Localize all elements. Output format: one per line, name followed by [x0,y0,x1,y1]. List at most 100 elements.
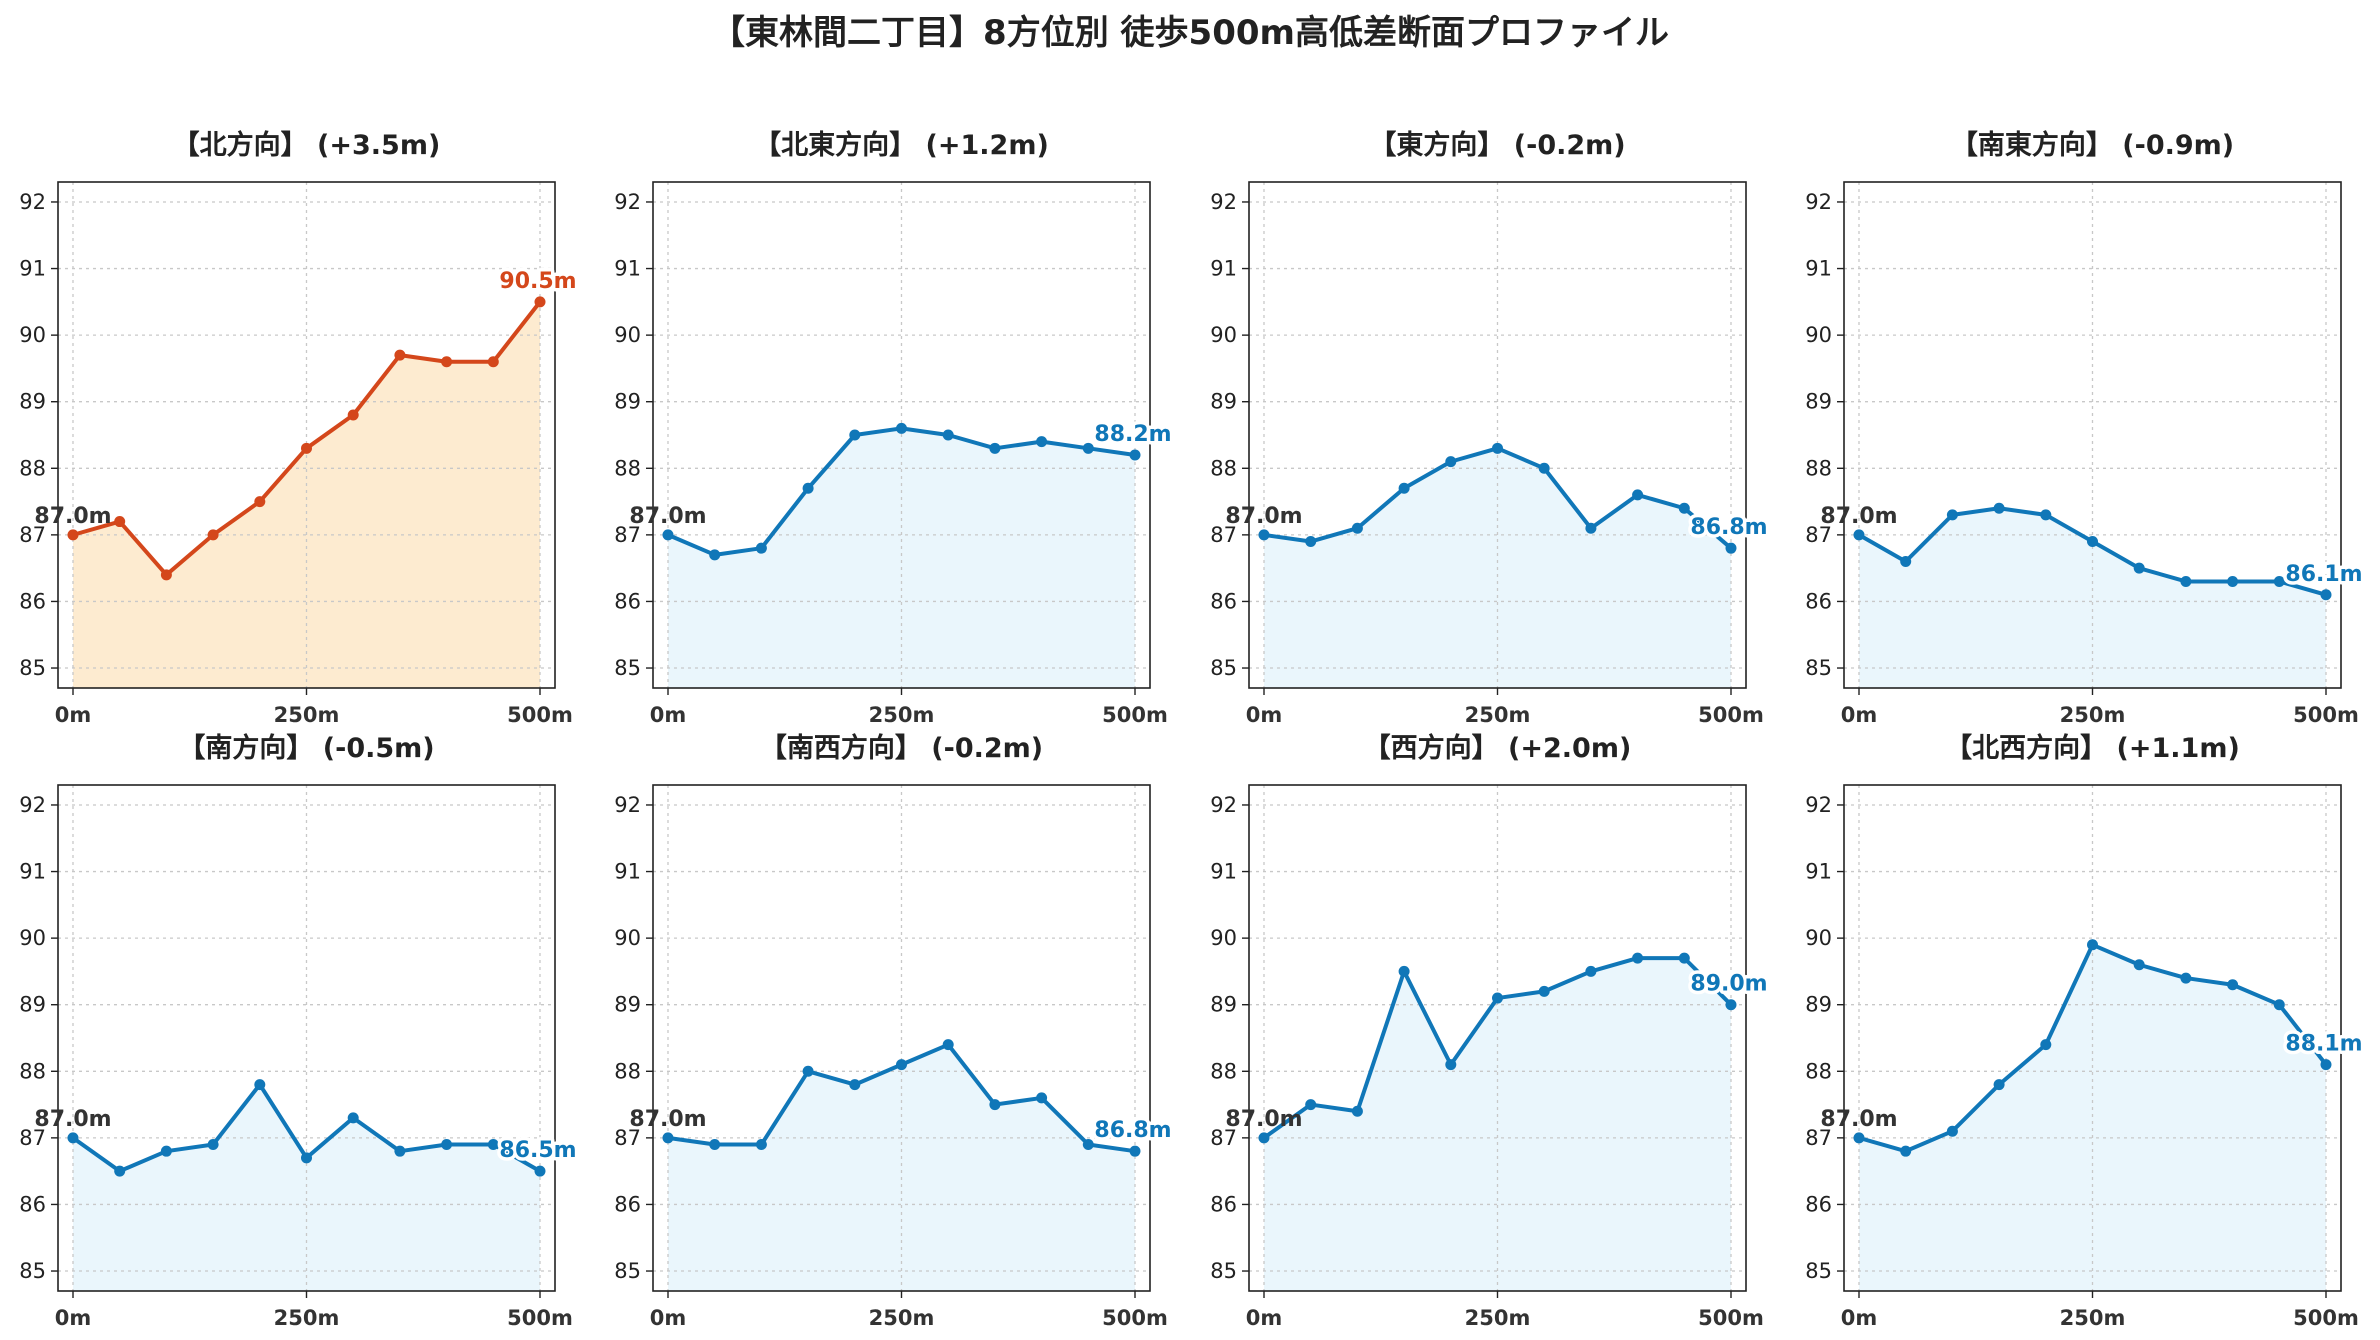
y-tick-label: 89 [19,390,46,414]
x-tick-label: 500m [1698,1306,1764,1330]
y-tick-label: 88 [1805,456,1832,480]
data-point [2133,562,2145,574]
data-point [802,482,814,494]
panel: 85 86 87 88 89 90 91 92 0m 250m 500m 【北西方向】 (+1.1m)… [1805,732,2366,1330]
end-label-halo: 88.1m [2285,1032,2362,1057]
data-point [1853,1132,1865,1144]
end-label-halo: 90.5m [499,269,576,294]
y-tick-label: 86 [614,589,641,613]
data-point [1853,529,1865,541]
data-point [1445,456,1457,468]
data-point [1258,1132,1270,1144]
data-point [802,1065,814,1077]
x-tick-label: 0m [1246,703,1283,727]
data-point [441,356,453,368]
area-fill [1859,508,2326,688]
data-point [1946,1125,1958,1137]
y-tick-label: 88 [19,456,46,480]
y-tick-label: 87 [1805,1126,1832,1150]
data-point [1585,965,1597,977]
y-tick-label: 86 [1805,1192,1832,1216]
y-tick-label: 88 [1210,1059,1237,1083]
data-point [1445,1059,1457,1071]
x-tick-label: 500m [1102,1306,1168,1330]
data-point [849,1079,861,1091]
y-tick-label: 89 [1805,993,1832,1017]
end-label: 88.2m [1094,422,1171,447]
data-point [160,1145,172,1157]
data-point [1585,522,1597,534]
x-tick-label: 250m [1465,703,1531,727]
data-point [2320,1059,2332,1071]
x-tick-label: 500m [507,703,573,727]
start-label: 87.0m [1820,504,1897,529]
data-point [394,1145,406,1157]
y-tick-label: 92 [1210,190,1237,214]
y-tick-label: 86 [1210,1192,1237,1216]
data-point [67,1132,79,1144]
y-tick-label: 90 [19,323,46,347]
data-point [1082,1139,1094,1151]
data-point [160,569,172,581]
y-tick-label: 87 [614,523,641,547]
data-point [1305,536,1317,548]
end-label: 88.1m [2285,1032,2362,1057]
data-point [254,1079,266,1091]
y-tick-label: 90 [614,926,641,950]
data-point [1492,992,1503,1004]
panel-title: 【西方向】 (+2.0m) [1364,732,1632,764]
y-tick-label: 86 [614,1192,641,1216]
data-point [67,529,79,541]
data-point [709,549,721,561]
data-point [2227,575,2239,587]
y-tick-label: 85 [1210,656,1237,680]
start-label: 87.0m [1225,1107,1302,1132]
data-point [301,1152,312,1164]
data-point [534,296,546,308]
y-tick-label: 91 [1210,257,1237,281]
start-label: 87.0m [34,1107,111,1132]
data-point [896,422,907,434]
end-label: 89.0m [1690,972,1767,997]
x-tick-label: 0m [1841,703,1878,727]
data-point [114,1165,126,1177]
y-tick-label: 87 [19,1126,46,1150]
y-tick-label: 92 [19,793,46,817]
y-tick-label: 85 [19,1259,46,1283]
data-point [114,516,126,528]
x-tick-label: 250m [869,703,935,727]
data-point [662,1132,674,1144]
start-label: 87.0m [629,504,706,529]
y-tick-label: 87 [1210,523,1237,547]
y-tick-label: 86 [1210,589,1237,613]
y-tick-label: 88 [614,1059,641,1083]
data-point [896,1059,907,1071]
data-point [1351,1105,1363,1117]
panel-title: 【北方向】 (+3.5m) [173,129,441,161]
data-point [989,442,1001,454]
data-point [1036,1092,1048,1104]
y-tick-label: 85 [614,1259,641,1283]
y-tick-label: 89 [1210,390,1237,414]
y-tick-label: 90 [19,926,46,950]
y-tick-label: 87 [1805,523,1832,547]
panel: 85 86 87 88 89 90 91 92 0m 250m 500m 【東方向】 (-0.2m) 8… [1210,129,1771,727]
data-point [347,1112,359,1124]
y-tick-label: 92 [1805,190,1832,214]
data-point [1993,502,2005,514]
data-point [1538,462,1550,474]
y-tick-label: 90 [1805,323,1832,347]
data-point [1632,952,1644,964]
data-point [1305,1099,1317,1111]
x-tick-label: 500m [1102,703,1168,727]
end-label: 86.8m [1690,515,1767,540]
y-tick-label: 90 [1210,926,1237,950]
data-point [989,1099,1001,1111]
panel: 85 86 87 88 89 90 91 92 0m 250m 500m 【北東方向】 (+1.2m)… [614,129,1175,727]
panel: 85 86 87 88 89 90 91 92 0m 250m 500m 【南方向】 (-0.5m) 8… [19,732,580,1330]
y-tick-label: 85 [19,656,46,680]
panel: 85 86 87 88 89 90 91 92 0m 250m 500m 【南西方向】 (-0.2m)… [614,732,1175,1330]
data-point [2087,536,2098,548]
end-label-halo: 86.8m [1094,1118,1171,1143]
